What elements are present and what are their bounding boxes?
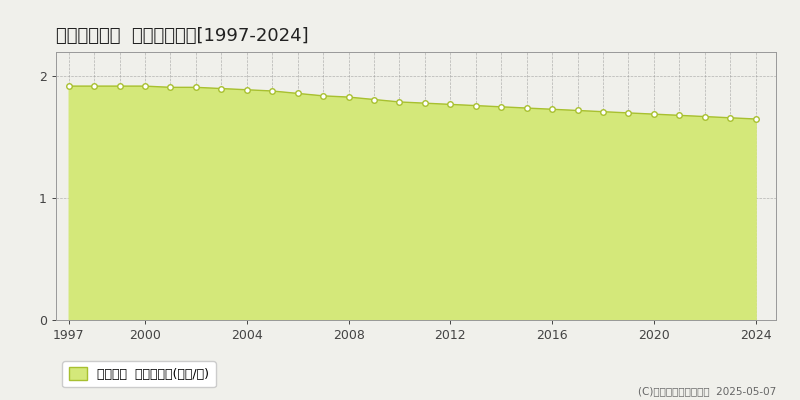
Text: 舞鶴市佐波賀  基準地価推移[1997-2024]: 舞鶴市佐波賀 基準地価推移[1997-2024] bbox=[56, 27, 309, 45]
Legend: 基準地価  平均坪単価(万円/坪): 基準地価 平均坪単価(万円/坪) bbox=[62, 361, 215, 387]
Text: (C)土地価格ドットコム  2025-05-07: (C)土地価格ドットコム 2025-05-07 bbox=[638, 386, 776, 396]
